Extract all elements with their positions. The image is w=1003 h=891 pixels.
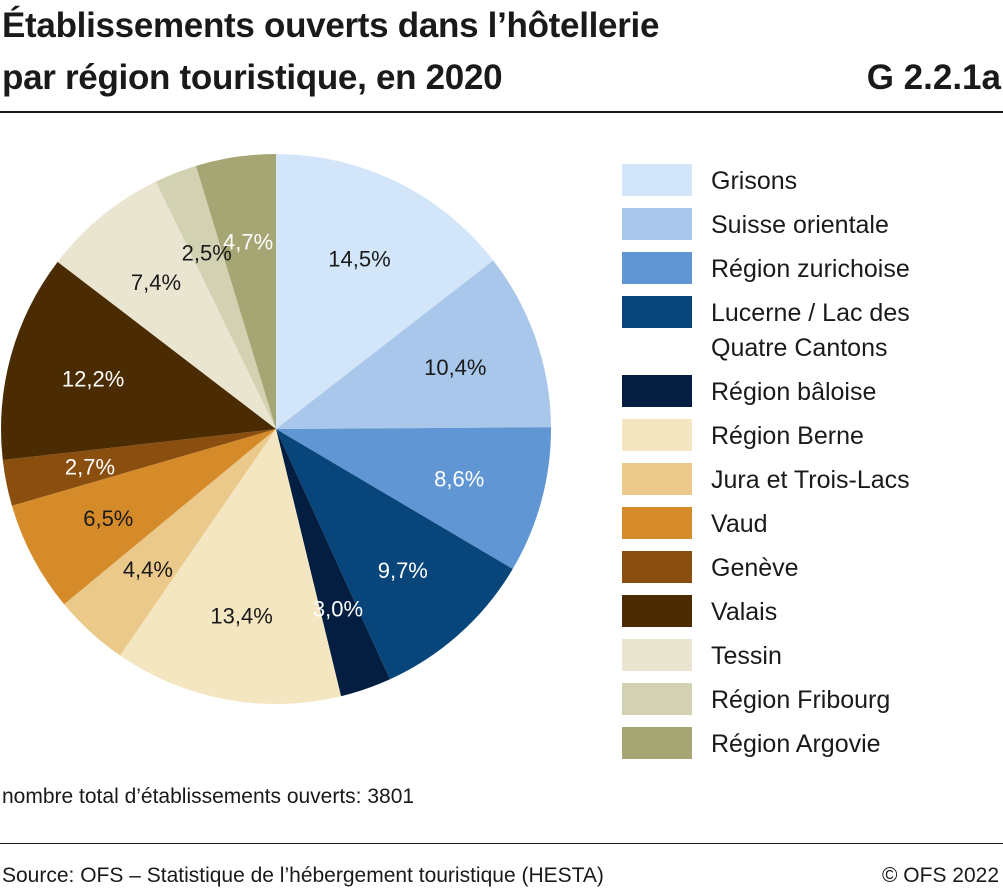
slice-label-1: 10,4% xyxy=(424,355,486,380)
legend-label-9: Valais xyxy=(711,598,778,626)
pie-slice-5 xyxy=(120,429,342,705)
pie-slice-10 xyxy=(57,181,277,429)
slice-label-3: 9,7% xyxy=(378,558,428,583)
copyright: © OFS 2022 xyxy=(881,864,999,887)
slice-label-6: 4,4% xyxy=(123,557,173,582)
pie-slice-0 xyxy=(276,154,494,429)
legend-label-0: Grisons xyxy=(711,167,798,195)
title-line-1: Établissements ouverts dans l’hôtellerie xyxy=(2,6,660,45)
slice-label-2: 8,6% xyxy=(434,467,484,492)
legend-swatch-2 xyxy=(622,252,692,284)
pie-slice-8 xyxy=(2,429,276,506)
pie-slice-2 xyxy=(276,427,551,569)
legend-swatch-8 xyxy=(622,551,692,583)
pie-slice-4 xyxy=(276,429,390,697)
slice-label-7: 6,5% xyxy=(83,506,133,531)
title-line-2: par région touristique, en 2020 xyxy=(2,58,503,97)
pie-slice-1 xyxy=(276,260,551,429)
slice-label-11: 2,5% xyxy=(182,240,232,265)
legend-swatch-3 xyxy=(622,296,692,328)
pie-chart: 14,5% 10,4% 8,6% 9,7% 3,0% 13,4% 4,4% 6,5% 2,7% 1… xyxy=(1,154,551,705)
legend-label-10: Tessin xyxy=(711,642,782,670)
legend-label-6: Jura et Trois-Lacs xyxy=(711,466,910,494)
legend-label-1: Suisse orientale xyxy=(711,211,889,239)
legend-swatch-11 xyxy=(622,683,692,715)
legend-label-4: Région bâloise xyxy=(711,378,877,406)
pie-slice-7 xyxy=(11,429,276,605)
legend-swatch-12 xyxy=(622,727,692,759)
legend-swatch-4 xyxy=(622,375,692,407)
total-note: nombre total d’établissements ouverts: 3… xyxy=(2,785,415,808)
legend-swatch-6 xyxy=(622,463,692,495)
slice-label-9: 12,2% xyxy=(62,366,124,391)
pie-slice-12 xyxy=(195,154,276,429)
legend-label-8: Genève xyxy=(711,554,799,582)
slice-label-4: 3,0% xyxy=(313,596,363,621)
slice-label-5: 13,4% xyxy=(210,604,272,629)
top-divider xyxy=(0,111,1003,113)
pie-slice-9 xyxy=(1,261,276,461)
legend-swatch-10 xyxy=(622,639,692,671)
slice-label-12: 4,7% xyxy=(223,229,273,254)
pie-slice-6 xyxy=(64,429,276,656)
legend-label-12: Région Argovie xyxy=(711,730,881,758)
legend-label-5: Région Berne xyxy=(711,422,864,450)
legend-label-2: Région zurichoise xyxy=(711,255,910,283)
legend-swatch-9 xyxy=(622,595,692,627)
legend-label-3: Lucerne / Lac des Quatre Cantons xyxy=(711,299,910,362)
legend-swatch-1 xyxy=(622,208,692,240)
slice-label-0: 14,5% xyxy=(328,247,390,272)
legend-swatch-5 xyxy=(622,419,692,451)
chart-title: Établissements ouverts dans l’hôtellerie… xyxy=(2,0,659,104)
pie-slice-11 xyxy=(155,165,276,429)
legend-label-7: Vaud xyxy=(711,510,768,538)
source-note: Source: OFS – Statistique de l’hébergeme… xyxy=(2,864,604,887)
legend-swatch-7 xyxy=(622,507,692,539)
pie-slice-3 xyxy=(276,429,513,680)
legend-swatch-0 xyxy=(622,164,692,196)
chart-code: G 2.2.1a xyxy=(866,58,1001,97)
legend-label-11: Région Fribourg xyxy=(711,686,891,714)
slice-label-8: 2,7% xyxy=(65,454,115,479)
bottom-divider xyxy=(0,843,1003,844)
slice-label-10: 7,4% xyxy=(131,270,181,295)
